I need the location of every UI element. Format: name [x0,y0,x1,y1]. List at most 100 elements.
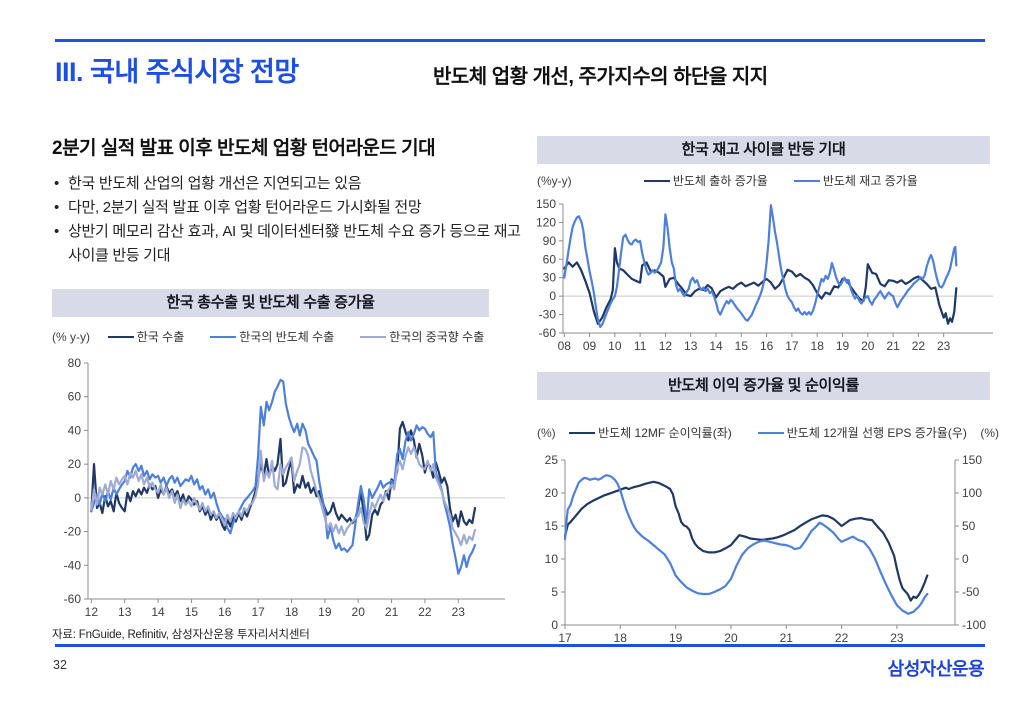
legend-label: 한국의 반도체 수출 [239,330,335,344]
svg-text:21: 21 [886,339,900,353]
svg-text:16: 16 [218,605,232,619]
legend-item: 반도체 재고 증가율 [793,172,918,189]
svg-text:150: 150 [962,453,982,467]
svg-text:40: 40 [68,423,82,437]
bullet-item: 한국 반도체 산업의 업황 개선은 지연되고는 있음 [54,172,532,196]
svg-text:20: 20 [352,605,366,619]
svg-text:19: 19 [836,339,850,353]
svg-text:25: 25 [545,453,559,467]
svg-text:19: 19 [318,605,332,619]
svg-text:22: 22 [835,631,849,644]
legend-line-swatch [107,335,134,338]
bullet-list: 한국 반도체 산업의 업황 개선은 지연되고는 있음 다만, 2분기 실적 발표… [54,172,532,268]
svg-text:20: 20 [68,457,82,471]
svg-text:0: 0 [74,491,81,505]
legend-line-swatch [793,179,820,182]
exports-chart-legend: (% y-y) 한국 수출 한국의 반도체 수출 한국의 중국향 수출 [52,328,502,345]
legend-label: 반도체 재고 증가율 [822,174,918,188]
svg-text:23: 23 [937,339,951,353]
svg-text:17: 17 [558,631,572,644]
svg-text:13: 13 [684,339,698,353]
svg-text:100: 100 [962,486,982,500]
legend-items: 한국 수출 한국의 반도체 수출 한국의 중국향 수출 [90,328,502,345]
svg-text:50: 50 [962,519,976,533]
svg-text:10: 10 [608,339,622,353]
svg-text:17: 17 [251,605,265,619]
exports-chart-unit-left: (% y-y) [52,329,90,344]
svg-text:12: 12 [85,605,99,619]
svg-text:10: 10 [545,552,559,566]
legend-item: 반도체 출하 증가율 [643,172,768,189]
svg-text:13: 13 [118,605,132,619]
legend-items: 반도체 출하 증가율 반도체 재고 증가율 [572,172,990,189]
bullet-item: 다만, 2분기 실적 발표 이후 업황 턴어라운드 가시화될 전망 [54,196,532,220]
inventory-chart-unit-left: (%y-y) [537,173,572,188]
legend-label: 반도체 12개월 선행 EPS 증가율(우) [786,426,967,440]
svg-text:-20: -20 [64,525,82,539]
svg-text:-60: -60 [64,592,82,606]
svg-text:21: 21 [385,605,399,619]
inventory-chart-legend: (%y-y) 반도체 출하 증가율 반도체 재고 증가율 [537,172,990,189]
legend-item: 반도체 12개월 선행 EPS 증가율(우) [757,424,967,441]
svg-text:80: 80 [68,356,82,370]
svg-text:-100: -100 [962,618,986,632]
source-note: 자료: FnGuide, Refinitiv, 삼성자산운용 투자리서치센터 [52,629,310,641]
svg-text:18: 18 [811,339,825,353]
svg-text:19: 19 [669,631,683,644]
legend-label: 반도체 출하 증가율 [672,174,768,188]
legend-item: 한국의 중국향 수출 [360,328,484,345]
svg-text:60: 60 [68,390,82,404]
page-number: 32 [53,658,67,672]
legend-item: 한국 수출 [107,328,185,345]
svg-text:20: 20 [545,486,559,500]
legend-label: 한국의 중국향 수출 [389,330,485,344]
footer-divider [55,644,985,647]
bullet-item: 상반기 메모리 감산 효과, AI 및 데이터센터發 반도체 수요 증가 등으로… [54,220,532,268]
svg-text:90: 90 [543,234,557,248]
svg-text:22: 22 [912,339,926,353]
legend-line-swatch [210,335,237,338]
profit-chart-title: 반도체 이익 증가율 및 순이익률 [537,372,990,400]
svg-text:15: 15 [545,519,559,533]
svg-text:20: 20 [724,631,738,644]
svg-text:5: 5 [551,585,558,599]
inventory-chart-title: 한국 재고 사이클 반등 기대 [537,136,990,164]
profit-chart-unit-right: (%) [980,425,999,440]
svg-text:-30: -30 [539,308,557,322]
svg-text:60: 60 [543,252,557,266]
svg-text:30: 30 [543,271,557,285]
svg-text:-40: -40 [64,558,82,572]
page-title: III. 국내 주식시장 전망 [55,57,299,87]
svg-text:120: 120 [536,215,556,229]
profit-chart-legend: (%) 반도체 12MF 순이익률(좌) 반도체 12개월 선행 EPS 증가율(… [537,424,999,441]
legend-line-swatch [757,431,784,434]
svg-text:23: 23 [890,631,904,644]
svg-text:16: 16 [760,339,774,353]
section-heading: 2분기 실적 발표 이후 반도체 업황 턴어라운드 기대 [52,138,436,159]
profit-chart-unit-left: (%) [537,425,556,440]
svg-text:0: 0 [549,289,556,303]
legend-label: 반도체 12MF 순이익률(좌) [598,426,732,440]
legend-line-swatch [569,431,596,434]
svg-text:-60: -60 [539,326,557,340]
svg-text:17: 17 [785,339,799,353]
svg-text:08: 08 [558,339,572,353]
svg-text:15: 15 [185,605,199,619]
svg-text:0: 0 [962,552,969,566]
svg-text:18: 18 [285,605,299,619]
legend-line-swatch [643,179,670,182]
legend-item: 반도체 12MF 순이익률(좌) [569,424,732,441]
company-logo: 삼성자산운용 [887,659,985,679]
svg-text:11: 11 [634,339,647,353]
svg-text:20: 20 [861,339,875,353]
svg-text:22: 22 [418,605,432,619]
page-subtitle: 반도체 업황 개선, 주가지수의 하단을 지지 [433,66,768,88]
svg-text:15: 15 [735,339,749,353]
legend-label: 한국 수출 [136,330,185,344]
legend-item: 한국의 반도체 수출 [210,328,334,345]
legend-line-swatch [360,335,387,338]
exports-chart-title: 한국 총수출 및 반도체 수출 증가율 [52,289,489,317]
